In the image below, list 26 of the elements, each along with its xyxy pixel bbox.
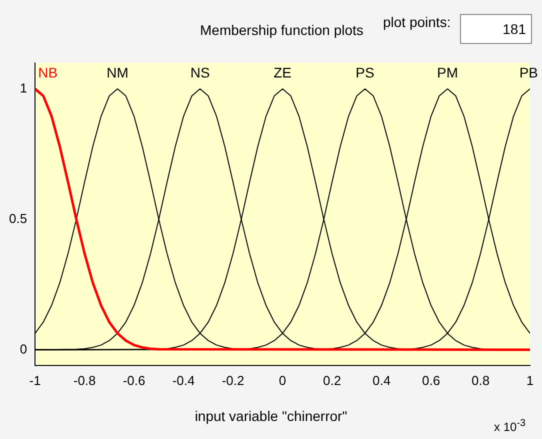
chart-title: Membership function plots xyxy=(200,22,364,38)
x-tick-label: -0.4 xyxy=(172,372,195,388)
series-label: ZE xyxy=(274,64,292,81)
x-tick-label: 0.4 xyxy=(372,372,391,388)
series-label: PB xyxy=(519,64,538,81)
series-label: PS xyxy=(356,64,374,81)
x-tick-label: 1 xyxy=(526,372,534,388)
x-tick-label: -0.6 xyxy=(122,372,146,388)
x-tick-label: 0.8 xyxy=(471,372,490,388)
x-axis-title: input variable "chinerror" xyxy=(194,408,348,424)
y-tick-label: 1 xyxy=(20,80,28,96)
series-label: PM xyxy=(437,64,458,81)
x-tick-label: -1 xyxy=(29,372,41,388)
x-tick-label: 0.6 xyxy=(422,372,440,388)
text: x 10$^{-3}$ xyxy=(494,418,526,434)
x-tick-label: -0.8 xyxy=(73,372,96,388)
x-tick-label: 0 xyxy=(278,372,286,388)
series-label: NM xyxy=(106,64,128,81)
x-tick-label: -0.2 xyxy=(222,372,244,388)
y-tick-label: 0 xyxy=(20,341,28,356)
text: 181 xyxy=(502,21,526,37)
text: plot points: xyxy=(383,14,451,30)
y-tick-label: 0.5 xyxy=(8,210,28,226)
series-label: NS xyxy=(190,64,210,81)
series-label: NB xyxy=(38,64,58,81)
x-tick-label: 0.2 xyxy=(322,372,342,388)
